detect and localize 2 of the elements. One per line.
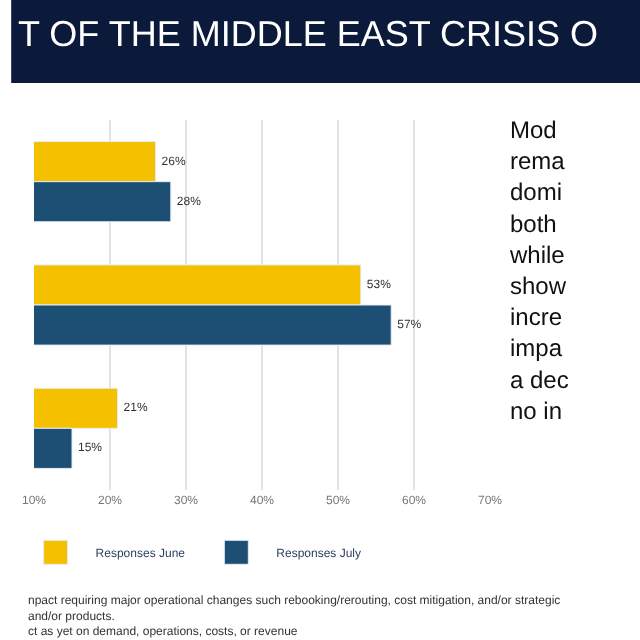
text: Mod rema domi both while show incre impa a dec no in xyxy=(510,116,569,425)
chart-title: T OF THE MIDDLE EAST CRISIS O xyxy=(18,14,599,54)
